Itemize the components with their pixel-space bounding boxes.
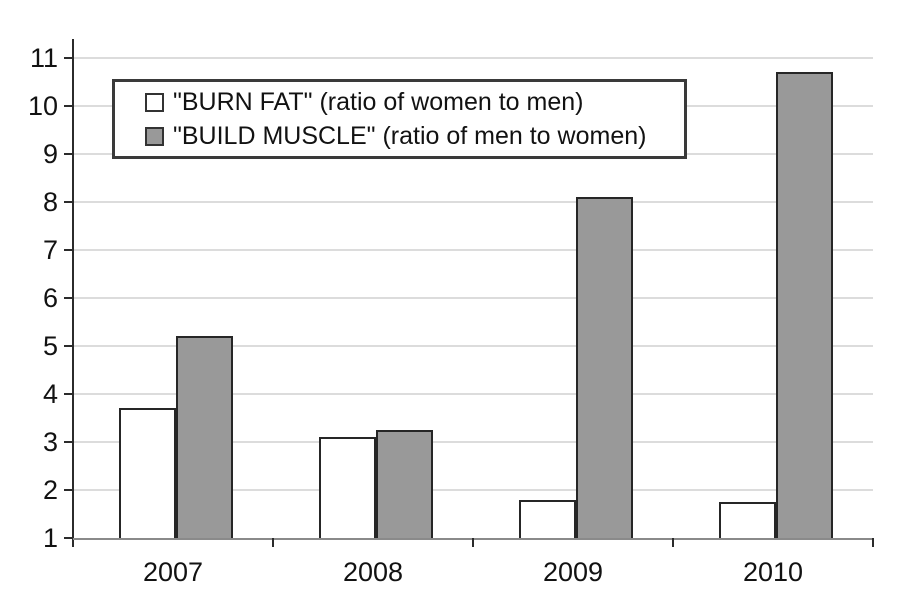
- gridline: [73, 441, 873, 443]
- gridline: [73, 489, 873, 491]
- legend-swatch-build-muscle: [145, 126, 164, 146]
- legend-row-burn-fat: "BURN FAT" (ratio of women to men): [145, 88, 684, 117]
- y-tick-label: 3: [42, 427, 58, 457]
- y-tick-label: 6: [42, 283, 58, 313]
- y-tick: [64, 201, 73, 203]
- y-tick: [64, 57, 73, 59]
- gridline: [73, 201, 873, 203]
- bar-burn-fat-2010: [719, 502, 776, 540]
- x-tick: [872, 538, 874, 547]
- x-tick-label-2009: 2009: [542, 557, 604, 587]
- y-tick-label: 4: [42, 379, 58, 409]
- legend-row-build-muscle: "BUILD MUSCLE" (ratio of men to women): [145, 122, 684, 151]
- y-tick: [64, 345, 73, 347]
- x-tick-label-2007: 2007: [142, 557, 204, 587]
- gridline: [73, 297, 873, 299]
- gridline: [73, 345, 873, 347]
- legend-swatch-burn-fat: [145, 92, 164, 112]
- y-tick: [64, 393, 73, 395]
- bar-build-muscle-2007: [176, 336, 233, 540]
- y-tick-label: 8: [42, 187, 58, 217]
- y-tick-label: 5: [42, 331, 58, 361]
- legend-label-build-muscle: "BUILD MUSCLE" (ratio of men to women): [173, 121, 647, 150]
- legend: "BURN FAT" (ratio of women to men) "BUILD…: [112, 79, 687, 159]
- y-tick-label: 7: [42, 235, 58, 265]
- x-tick: [272, 538, 274, 547]
- bar-build-muscle-2010: [776, 72, 833, 540]
- y-axis-line: [72, 39, 74, 547]
- y-tick-label: 2: [42, 475, 58, 505]
- y-tick-label: 1: [42, 523, 58, 553]
- y-tick: [64, 489, 73, 491]
- y-tick: [64, 537, 73, 539]
- gridline: [73, 249, 873, 251]
- y-tick: [64, 441, 73, 443]
- bar-burn-fat-2008: [319, 437, 376, 540]
- bar-burn-fat-2007: [119, 408, 176, 540]
- legend-label-burn-fat: "BURN FAT" (ratio of women to men): [173, 87, 584, 116]
- x-tick-label-2008: 2008: [342, 557, 404, 587]
- y-tick: [64, 105, 73, 107]
- y-tick: [64, 249, 73, 251]
- gridline: [73, 393, 873, 395]
- y-tick: [64, 297, 73, 299]
- x-tick: [672, 538, 674, 547]
- y-tick: [64, 153, 73, 155]
- x-tick: [472, 538, 474, 547]
- y-tick-label: 11: [29, 43, 58, 73]
- y-tick-label: 9: [42, 139, 58, 169]
- gridline: [73, 57, 873, 59]
- y-tick-label: 10: [27, 91, 58, 121]
- x-tick-label-2010: 2010: [742, 557, 804, 587]
